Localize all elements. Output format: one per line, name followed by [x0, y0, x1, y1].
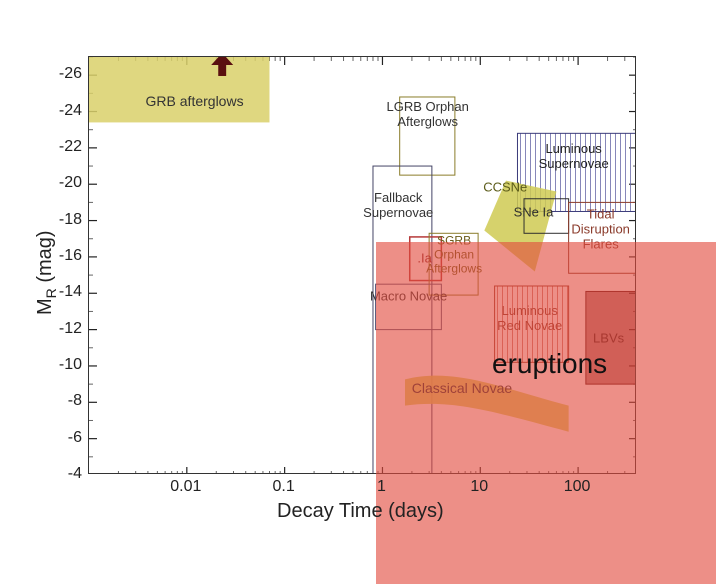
ccsne-label: CCSNe	[483, 180, 527, 195]
figure-page: { "canvas": { "width": 716, "height": 58…	[0, 0, 716, 584]
y-tick-label: -18	[50, 211, 82, 229]
y-tick-label: -8	[50, 392, 82, 410]
sne-ia-label: SNe Ia	[514, 206, 554, 221]
eruptions-overlay-label: eruptions	[492, 348, 607, 380]
y-tick-label: -22	[50, 138, 82, 156]
lgrb-orphan-afterglows-label: LGRB Orphan Afterglows	[387, 100, 469, 130]
y-tick-label: -6	[50, 429, 82, 447]
fallback-supernovae-label: Fallback Supernovae	[363, 191, 433, 221]
eruptions-overlay	[376, 242, 716, 584]
x-tick-label: 0.01	[170, 478, 201, 496]
x-tick-label: 10	[470, 478, 488, 496]
x-tick-label: 0.1	[273, 478, 295, 496]
grb-afterglows-label: GRB afterglows	[146, 93, 244, 109]
y-tick-label: -26	[50, 65, 82, 83]
y-tick-label: -24	[50, 102, 82, 120]
y-axis-label: MR (mag)	[34, 230, 59, 315]
y-tick-label: -20	[50, 174, 82, 192]
x-tick-label: 100	[564, 478, 591, 496]
y-tick-label: -4	[50, 465, 82, 483]
x-tick-label: 1	[377, 478, 386, 496]
y-tick-label: -12	[50, 320, 82, 338]
x-axis-label: Decay Time (days)	[277, 500, 444, 523]
y-tick-label: -10	[50, 356, 82, 374]
luminous-supernovae-label: Luminous Supernovae	[539, 142, 609, 172]
